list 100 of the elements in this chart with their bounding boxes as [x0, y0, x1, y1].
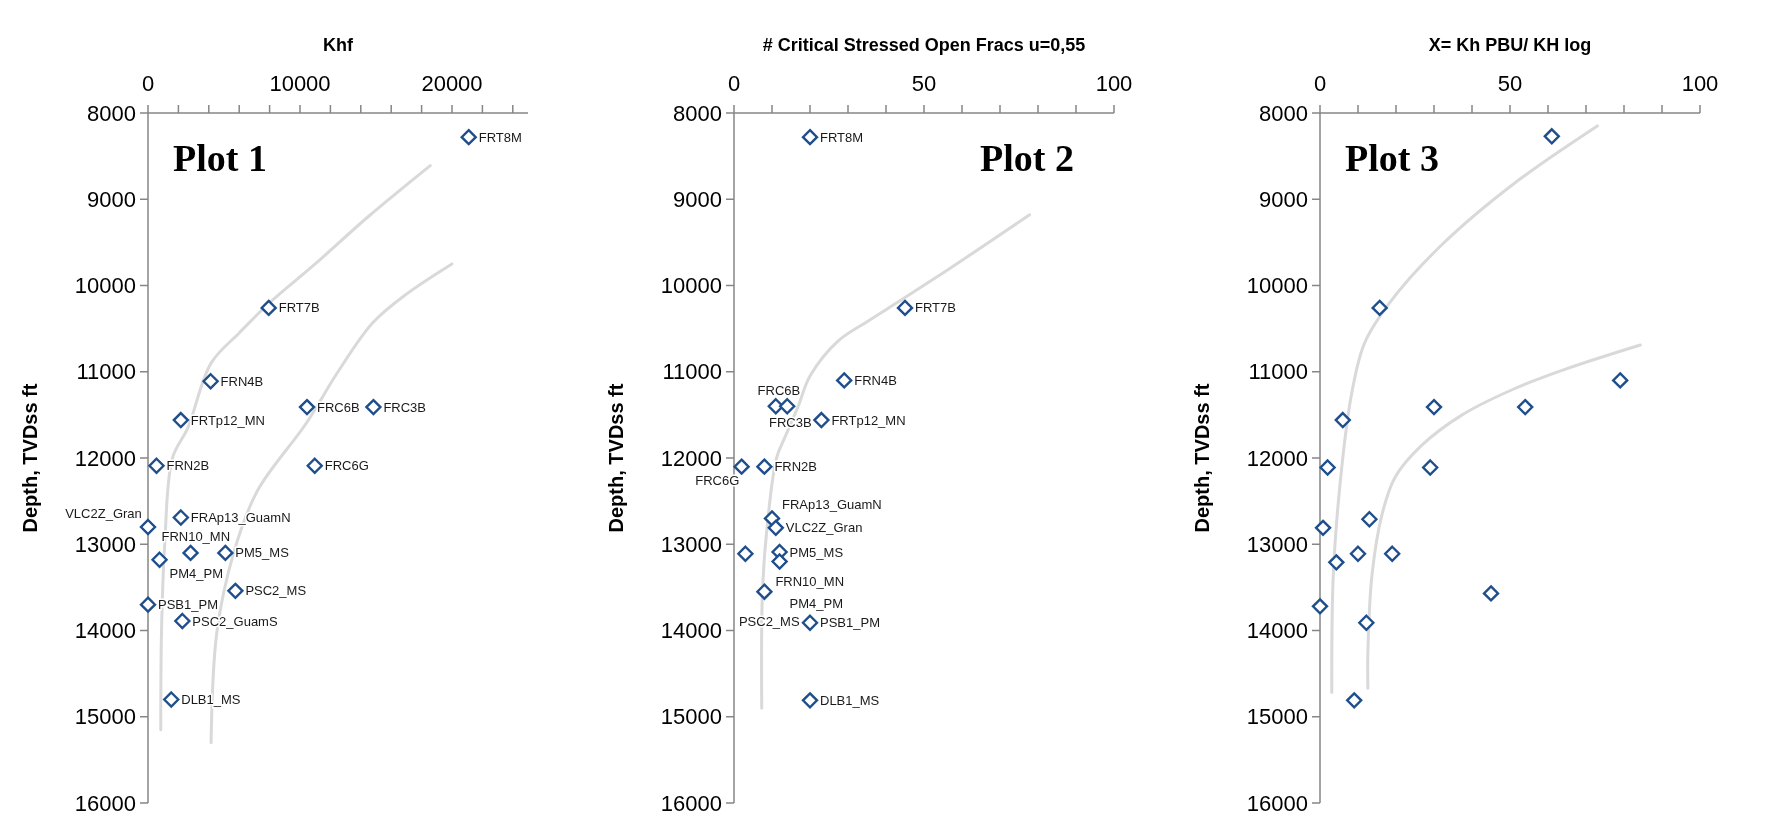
point [733, 458, 750, 475]
point [1346, 692, 1363, 709]
y-tick-label: 16000 [660, 790, 722, 816]
annotation: FRN2B [774, 459, 818, 475]
line-series [1330, 124, 1599, 695]
annotation: FRC6B [316, 399, 360, 415]
y-tick-label: 8000 [1259, 100, 1308, 126]
x-tick-label: 100 [1095, 71, 1133, 96]
point [1319, 459, 1336, 476]
y-tick-label: 9000 [87, 186, 136, 212]
annotation: PM4_PM [789, 596, 844, 611]
y-tick-label: 14000 [74, 618, 136, 643]
point [172, 411, 190, 429]
annotation: DLB1_MS [181, 692, 241, 707]
point [139, 596, 157, 613]
x-axis-title: # Critical Stressed Open Fracs u=0,55 [762, 35, 1086, 55]
x-axis-title: Khf [323, 35, 354, 55]
x-tick-label: 20000 [421, 71, 483, 96]
x-axis-title: X= Kh PBU/ KH log [1428, 35, 1592, 55]
text: Plot 2 [980, 137, 1074, 179]
y-tick-label: 13000 [1246, 531, 1308, 557]
point [1384, 545, 1401, 562]
y-axis-title: Depth, TVDss ft [605, 383, 627, 533]
annotation: PM5_MS [235, 545, 290, 561]
point [202, 373, 219, 390]
annotation: FRC6B [757, 382, 801, 398]
annotation: FRN10_MN [775, 574, 845, 590]
annotation: FRAp13_GuamN [782, 496, 882, 512]
y-tick-label: 11000 [662, 359, 722, 385]
y-tick-label: 9000 [673, 186, 722, 212]
point [1311, 598, 1329, 615]
x-tick-label: 0 [727, 71, 741, 96]
annotation: FRN10_MN [161, 529, 231, 545]
x-tick-label: 50 [1497, 71, 1523, 96]
point [1358, 614, 1375, 631]
annotation: FRTp12_MN [831, 412, 906, 428]
y-tick-label: 8000 [673, 100, 722, 126]
y-tick-label: 13000 [74, 531, 136, 557]
point [896, 299, 914, 317]
annotation: FRN4B [220, 373, 264, 389]
point [148, 457, 165, 474]
y-tick-label: 16000 [74, 790, 136, 816]
y-tick-label: 12000 [660, 445, 722, 471]
y-tick-label: 13000 [660, 531, 722, 557]
annotation: FRT7B [915, 300, 956, 316]
y-tick-label: 14000 [660, 618, 722, 643]
x-tick-label: 50 [911, 71, 937, 96]
text: Plot 1 [173, 137, 267, 179]
point [1517, 398, 1534, 416]
point [1543, 128, 1560, 145]
point [771, 553, 788, 570]
annotation: PSB1_PM [820, 615, 880, 631]
point [756, 458, 773, 475]
y-tick-label: 16000 [1246, 790, 1308, 816]
annotation: FRC6G [695, 473, 740, 489]
point [1371, 299, 1388, 317]
y-tick-label: 10000 [660, 273, 722, 298]
y-tick-label: 10000 [1246, 273, 1308, 298]
point [737, 545, 754, 562]
annotation: FRT8M [478, 129, 522, 145]
point [1328, 554, 1345, 571]
x-tick-label: 0 [1313, 71, 1327, 96]
point [174, 612, 191, 630]
y-tick-label: 11000 [76, 359, 136, 385]
annotation: VLC2Z_Gran [65, 505, 142, 521]
annotation: PM4_PM [169, 566, 224, 582]
annotation: FRC6G [324, 458, 369, 474]
point [172, 509, 190, 526]
point [306, 457, 323, 474]
y-tick-label: 10000 [74, 273, 136, 298]
point [1314, 519, 1332, 537]
annotation: FRT7B [278, 300, 320, 316]
line-series [1366, 343, 1642, 690]
y-tick-label: 8000 [87, 100, 136, 126]
point [163, 691, 180, 708]
x-tick-label: 0 [141, 71, 155, 96]
annotation: FRAp13_GuamN [190, 510, 291, 526]
y-axis-title: Depth, TVDss ft [1191, 383, 1213, 533]
point [1425, 398, 1443, 416]
point [151, 551, 168, 568]
annotation: PSC2_MS [738, 614, 800, 630]
point [801, 128, 819, 146]
point [756, 583, 773, 600]
annotation: FRTp12_MN [190, 412, 266, 428]
point [365, 398, 382, 416]
point [1482, 585, 1500, 602]
point [813, 411, 830, 429]
y-tick-label: 15000 [660, 704, 722, 730]
point [460, 128, 477, 146]
annotation: PM5_MS [789, 544, 844, 560]
annotation: FRC3B [769, 414, 812, 430]
annotation: FRT8M [820, 129, 864, 145]
point [1612, 372, 1629, 389]
annotation: PSB1_PM [158, 597, 218, 613]
annotation: FRC3B [383, 399, 427, 415]
y-tick-label: 9000 [1259, 186, 1308, 212]
y-tick-label: 15000 [74, 704, 136, 730]
annotation: DLB1_MS [820, 692, 880, 708]
point [836, 372, 853, 389]
y-tick-label: 12000 [74, 445, 136, 471]
